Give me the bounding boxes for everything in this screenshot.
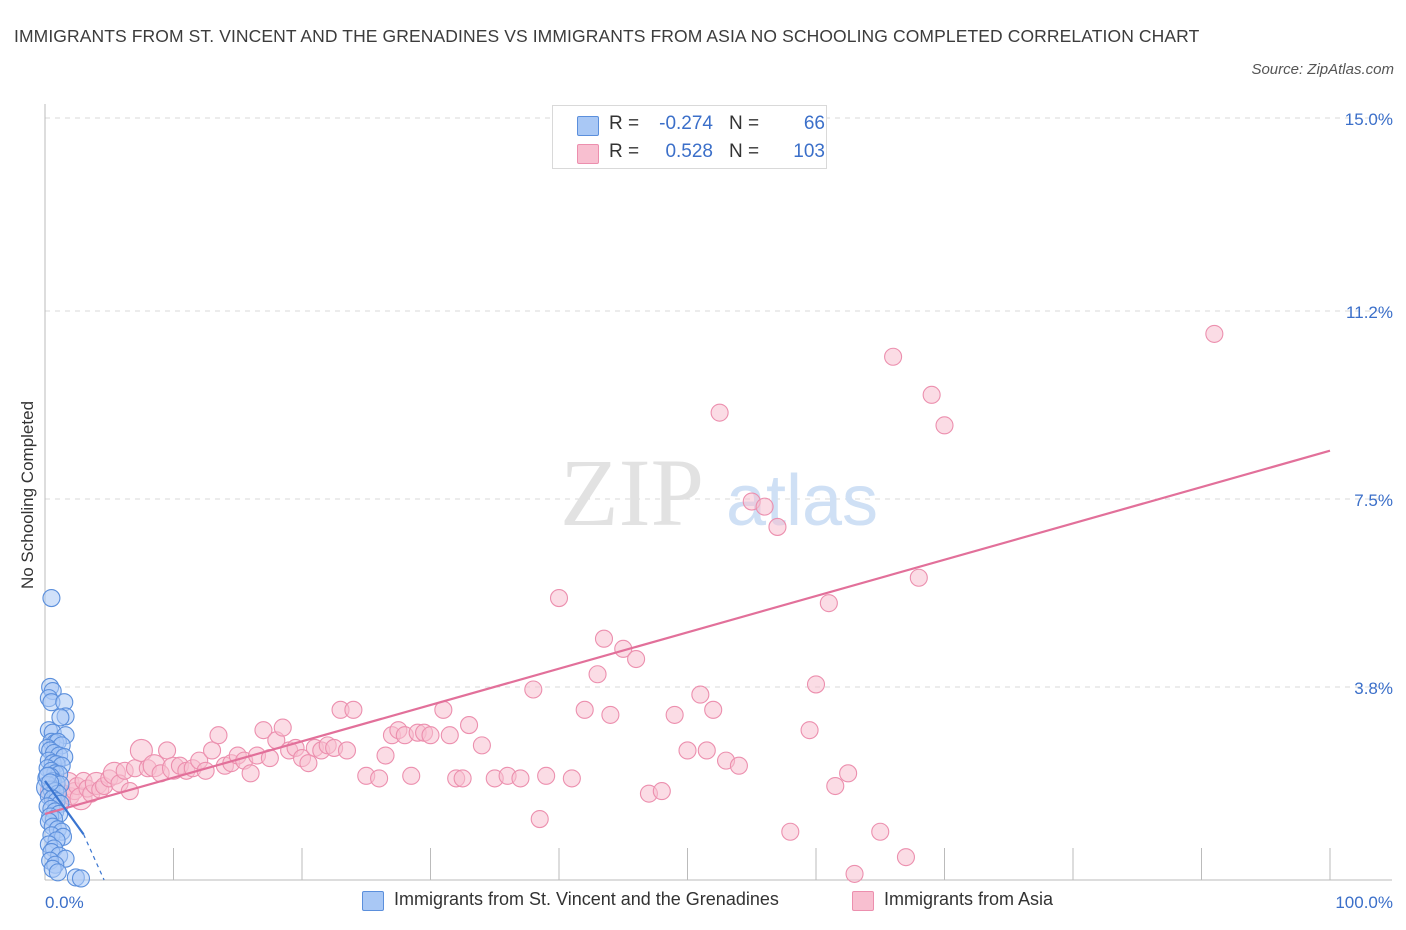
tick-labels: 3.8% 7.5% 11.2% 15.0% 0.0% 100.0% [45,110,1393,912]
data-point [665,705,684,724]
data-point [254,721,273,740]
grid-lines [45,117,1390,688]
data-point [549,589,569,608]
series-st-vincent [36,589,91,888]
data-point [537,766,556,785]
bottom-legend-label-blue: Immigrants from St. Vincent and the Gren… [394,889,779,909]
data-point [1205,324,1224,343]
data-point [273,718,292,737]
data-point [826,776,845,796]
data-point [691,685,710,704]
data-point [922,385,941,404]
y-tick-label: 7.5% [1354,491,1393,510]
x-tick-label: 0.0% [45,893,84,912]
chart-title: IMMIGRANTS FROM ST. VINCENT AND THE GREN… [14,26,1200,46]
data-point [871,822,890,841]
data-point [129,738,153,763]
data-point [575,700,594,719]
data-point [370,769,389,788]
data-point [896,848,916,867]
legend-n-label: N = [729,113,760,134]
data-point [781,822,800,841]
data-point [524,680,543,699]
data-point [588,665,607,684]
legend-r-label: R = [609,141,640,162]
legend-r-value: 0.528 [665,141,713,162]
y-tick-label: 11.2% [1346,303,1393,322]
data-point [768,517,787,536]
legend-n-value: 66 [803,113,825,134]
data-point [299,754,318,773]
data-point [376,746,395,765]
data-point [697,741,716,760]
data-point [530,809,549,829]
data-point [800,721,819,740]
data-point [71,869,91,888]
data-point [755,497,774,516]
trend-lines [44,449,1331,881]
data-point [209,726,228,745]
watermark-zip: ZIP [560,439,704,546]
data-point [421,726,440,745]
source-note: Source: ZipAtlas.com [1251,61,1394,78]
data-point [562,769,581,788]
data-point [453,769,472,788]
trend-line-st-vincent-extension [83,834,105,881]
bottom-legend-swatch-pink [852,891,874,911]
data-point [884,347,903,366]
bottom-legend-swatch-blue [362,891,384,911]
legend-r-label: R = [609,113,640,134]
data-point [935,416,954,435]
trend-line-st-vincent [44,780,85,835]
watermark: ZIP atlas [560,439,878,546]
data-point [203,741,222,760]
x-tick-label: 100.0% [1335,893,1393,912]
axes [44,104,1392,881]
data-point [511,769,530,788]
data-point [402,766,421,785]
legend-swatch-blue [577,116,599,136]
data-point [819,594,838,613]
data-point [344,700,363,719]
data-point [909,568,928,587]
legend-n-value: 103 [793,141,825,162]
data-point [652,782,671,801]
bottom-legend-label-pink: Immigrants from Asia [884,889,1054,909]
data-point [241,764,260,783]
data-point [729,756,748,775]
data-point [337,741,357,760]
data-point [440,726,459,745]
legend-swatch-pink [577,144,599,164]
stats-legend: R = -0.274 N = 66 R = 0.528 N = 103 [552,105,827,169]
data-point [48,863,67,882]
data-point [601,705,620,724]
data-point [158,741,177,760]
data-point [41,773,60,792]
data-point [839,764,858,783]
y-tick-label: 3.8% [1354,679,1393,698]
data-point [459,716,479,735]
legend-r-value: -0.274 [659,113,713,134]
legend-n-label: N = [729,141,760,162]
trend-line-asia [44,449,1331,816]
data-point [710,403,729,422]
data-point [472,736,491,755]
y-tick-label: 15.0% [1345,110,1393,129]
series-asia [39,324,1224,883]
data-point [51,708,70,727]
data-point [42,589,61,608]
data-point [594,629,614,648]
data-point [845,864,864,883]
data-point [678,741,697,760]
data-point [627,649,646,669]
data-point [704,700,723,719]
data-point [806,675,826,694]
